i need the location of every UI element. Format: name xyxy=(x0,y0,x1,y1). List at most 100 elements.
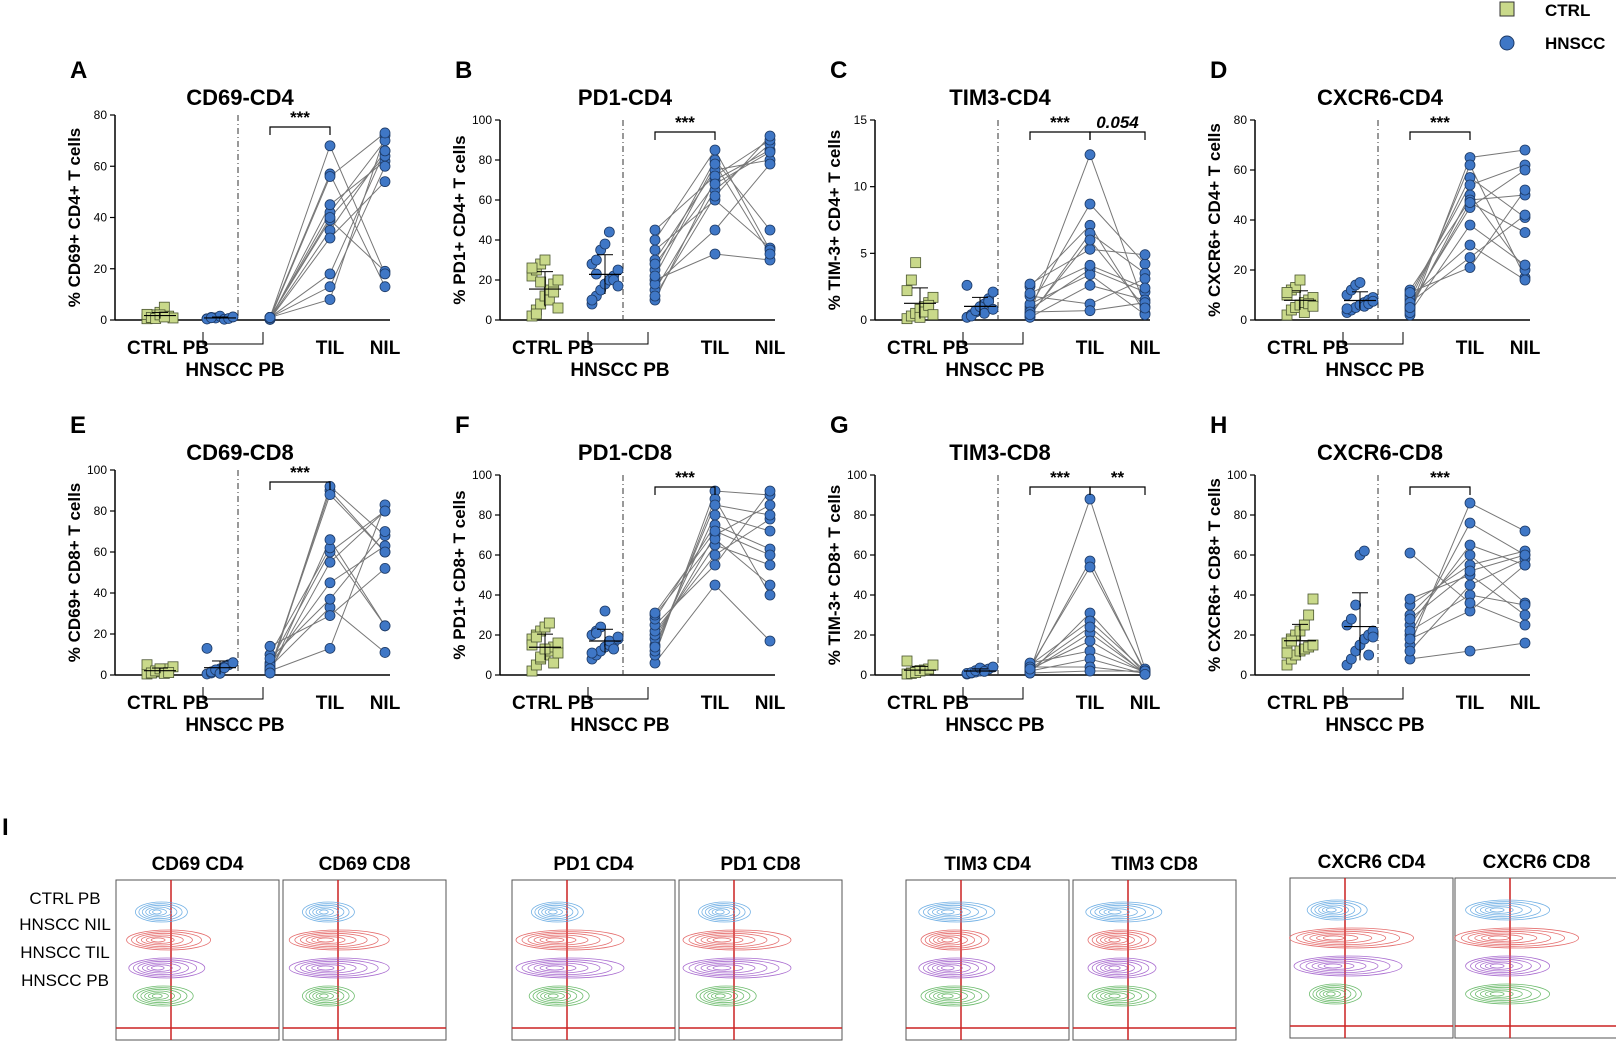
flow-contour xyxy=(548,909,558,915)
nil-point xyxy=(1139,273,1151,285)
paired-pb-point xyxy=(649,244,661,256)
til-point xyxy=(1084,621,1096,633)
flow-contour xyxy=(319,993,329,999)
flow-contour xyxy=(1089,903,1155,921)
y-axis-label-A: % CD69+ CD4+ T cells xyxy=(65,128,84,308)
y-tick-label: 40 xyxy=(94,211,108,225)
flow-plot-title: TIM3 CD4 xyxy=(944,854,1031,875)
til-point xyxy=(324,171,336,182)
paired-pb-point xyxy=(1024,278,1036,290)
significance-label: *** xyxy=(1430,468,1450,487)
flow-contour xyxy=(311,964,346,972)
hnscc-pb-point xyxy=(1358,545,1370,557)
flow-contour xyxy=(1470,985,1541,1003)
flow-plot-frame xyxy=(115,879,280,1041)
flow-contour xyxy=(1322,906,1343,914)
flow-contour xyxy=(146,964,173,972)
flow-contour xyxy=(315,992,334,1000)
til-point xyxy=(709,224,721,236)
nil-point xyxy=(379,281,391,293)
ctrl-pb-point xyxy=(1298,619,1310,631)
til-point xyxy=(709,559,721,571)
y-tick-label: 100 xyxy=(472,468,492,482)
flow-contour xyxy=(1309,983,1362,1005)
ctrl-pb-point xyxy=(526,262,538,274)
ctrl-pb-point xyxy=(548,286,560,298)
flow-contour xyxy=(131,931,202,949)
flow-contour xyxy=(920,929,990,951)
flow-contour xyxy=(937,992,961,1000)
flow-contour xyxy=(1087,957,1157,979)
nil-point xyxy=(764,635,776,647)
hnscc-pb-bracket xyxy=(1342,687,1404,700)
ctrl-pb-point xyxy=(552,647,564,659)
flow-contour xyxy=(1085,901,1163,923)
paired-pb-point xyxy=(1404,613,1416,625)
flow-contour xyxy=(922,959,988,977)
panel-title-C: TIM3-CD4 xyxy=(949,85,1051,110)
flow-contour xyxy=(312,906,340,918)
x-label-til: TIL xyxy=(701,338,730,359)
y-tick-label: 60 xyxy=(1234,163,1248,177)
hnscc-pb-point xyxy=(590,627,602,639)
til-point xyxy=(1464,497,1476,509)
y-tick-label: 60 xyxy=(94,545,108,559)
hnscc-pb-point xyxy=(1341,303,1353,315)
y-tick-label: 5 xyxy=(860,246,867,260)
x-label-til: TIL xyxy=(1076,338,1105,359)
significance-label: *** xyxy=(1430,113,1450,132)
flow-contour xyxy=(311,936,346,944)
ctrl-pb-point xyxy=(552,302,564,314)
flow-contour xyxy=(711,908,730,916)
flow-contour xyxy=(1094,904,1146,920)
y-tick-label: 100 xyxy=(472,113,492,127)
til-point xyxy=(324,281,336,293)
flow-contour xyxy=(706,936,744,944)
flow-contour xyxy=(700,934,756,946)
x-label-ctrl-pb: CTRL PB xyxy=(127,338,209,359)
flow-contour xyxy=(1095,960,1143,976)
flow-contour xyxy=(301,901,355,923)
flow-contour xyxy=(1306,899,1368,921)
flow-contour xyxy=(1100,990,1135,1002)
flow-contour xyxy=(319,909,329,915)
nil-point xyxy=(764,158,776,170)
nil-point xyxy=(1139,258,1151,270)
flow-contour xyxy=(1293,955,1403,977)
flow-contour xyxy=(1104,936,1128,944)
paired-pb-point xyxy=(649,290,661,302)
flow-contour xyxy=(701,903,746,921)
y-tick-label: 100 xyxy=(87,463,107,477)
nil-point xyxy=(379,160,391,172)
legend-ctrl-label: CTRL xyxy=(1545,1,1590,20)
til-point xyxy=(324,199,336,211)
hnscc-pb-point xyxy=(586,294,598,306)
significance-label: *** xyxy=(1050,468,1070,487)
flow-contour xyxy=(150,937,166,943)
nil-point xyxy=(764,130,776,142)
flow-contour xyxy=(1108,909,1122,915)
ctrl-pb-point xyxy=(552,637,564,649)
paired-pb-point xyxy=(264,667,276,679)
x-label-til: TIL xyxy=(1076,693,1105,714)
x-label-hnscc-pb: HNSCC PB xyxy=(1325,715,1424,736)
flow-contour xyxy=(305,934,357,946)
nil-point xyxy=(1519,549,1531,561)
flow-contour xyxy=(1322,935,1345,941)
x-label-nil: NIL xyxy=(755,338,786,359)
flow-plot-6: CXCR6 CD4 xyxy=(1289,852,1454,1039)
nil-point xyxy=(379,546,391,558)
x-label-hnscc-pb: HNSCC PB xyxy=(185,360,284,381)
flow-contour xyxy=(531,901,584,923)
flow-plot-7: CXCR6 CD8 xyxy=(1454,852,1616,1039)
paired-pb-point xyxy=(649,641,661,653)
flow-contour xyxy=(140,988,182,1004)
flow-contour xyxy=(135,932,193,948)
ctrl-pb-point xyxy=(530,631,542,643)
hnscc-pb-bracket xyxy=(587,687,649,700)
paired-pb-point xyxy=(649,607,661,619)
panel-title-F: PD1-CD8 xyxy=(578,440,672,465)
flow-contour xyxy=(1465,899,1550,921)
hnscc-pb-point xyxy=(227,657,239,669)
flow-contour xyxy=(1479,988,1523,1000)
